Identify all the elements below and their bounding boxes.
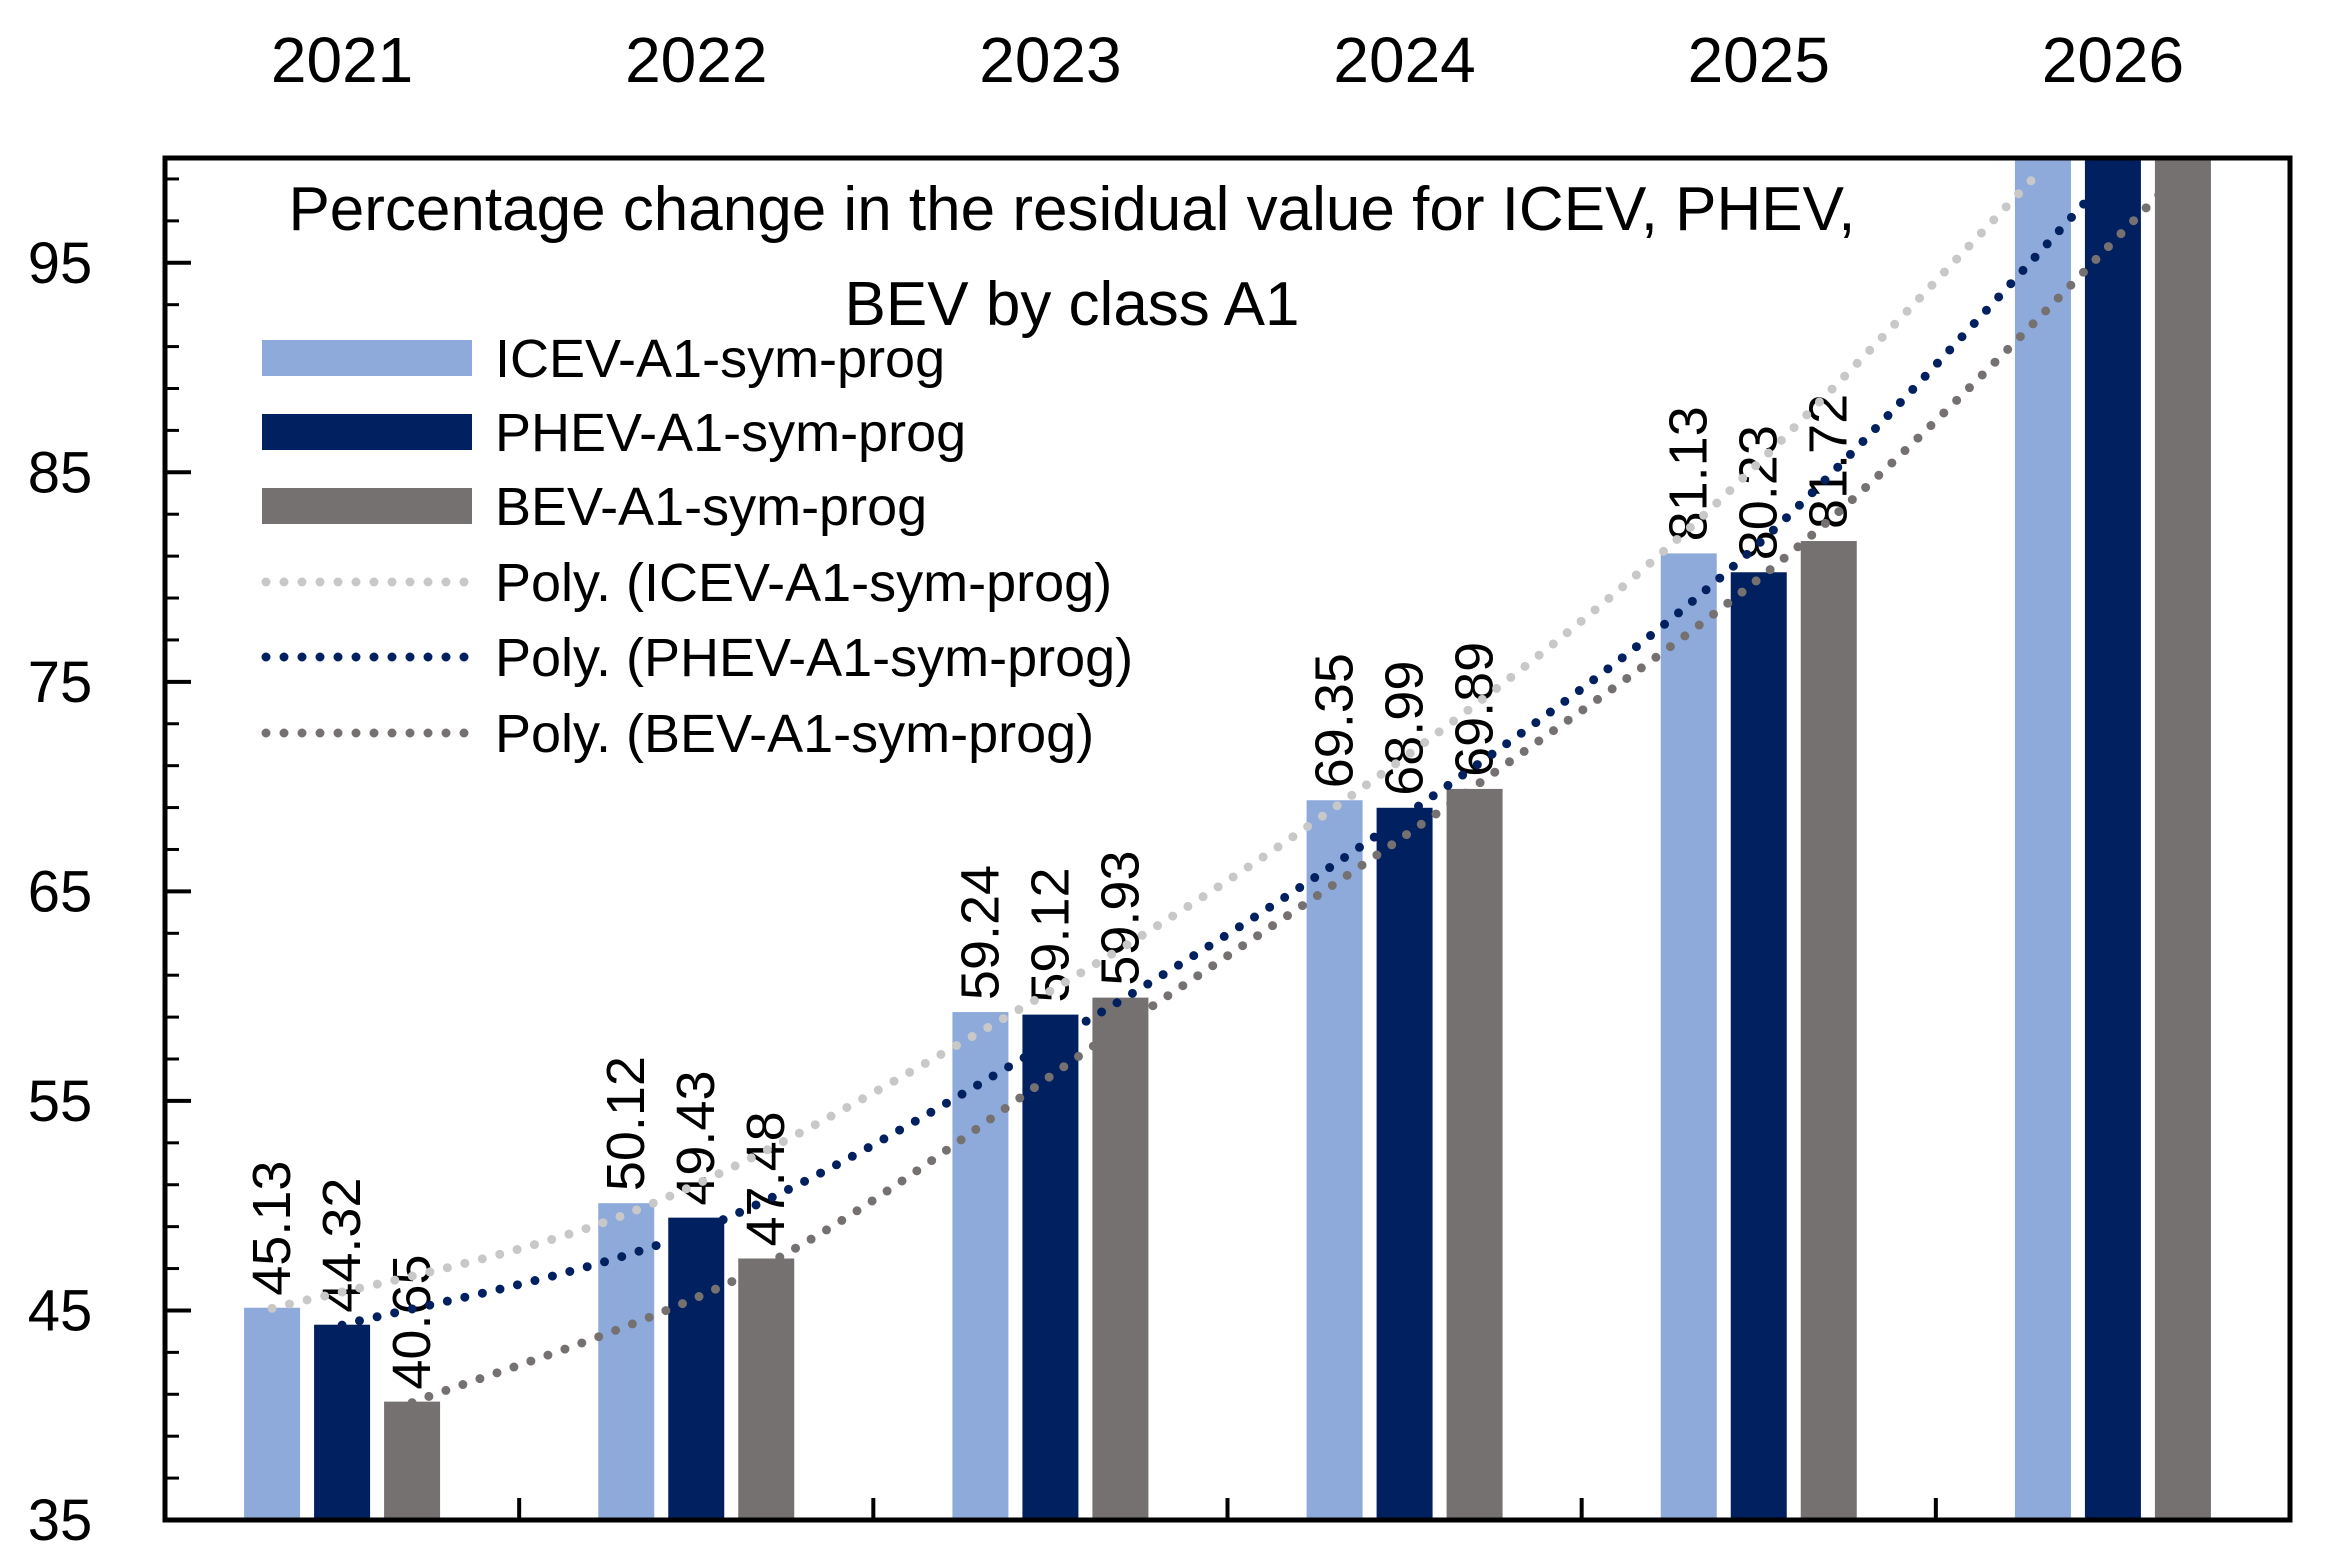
- data-label: 59.12: [1020, 867, 1080, 1002]
- y-tick-label: 75: [28, 650, 93, 715]
- bar-phev-a1-sym-prog: [668, 1217, 725, 1520]
- y-tick-label: 65: [28, 859, 93, 924]
- category-label: 2023: [979, 24, 1121, 96]
- axis-ticks: [165, 177, 1938, 1522]
- category-labels: 2021 2022 2023 2024 2025 2026: [271, 24, 2184, 96]
- data-label: 47.48: [736, 1111, 796, 1246]
- bar-icev-a1-sym-prog: [2014, 158, 2071, 1520]
- chart-title-line-2: BEV by class A1: [845, 270, 1300, 339]
- bar-bev-a1-sym-prog: [1446, 788, 1503, 1520]
- bar-bev-a1-sym-prog: [2154, 158, 2211, 1520]
- data-label: 45.13: [242, 1161, 302, 1296]
- legend-label: Poly. (BEV-A1-sym-prog): [495, 704, 1094, 764]
- bar-icev-a1-sym-prog: [1306, 800, 1363, 1520]
- legend-label: ICEV-A1-sym-prog: [495, 329, 945, 389]
- data-label: 59.24: [950, 865, 1010, 1000]
- y-tick-label: 95: [28, 231, 93, 296]
- bar-bev-a1-sym-prog: [1092, 997, 1149, 1520]
- bar-icev-a1-sym-prog: [598, 1203, 655, 1520]
- legend-swatch: [262, 414, 472, 450]
- chart-title-line-1: Percentage change in the residual value …: [288, 175, 1855, 244]
- bar-phev-a1-sym-prog: [2084, 158, 2141, 1520]
- bars: [244, 158, 2211, 1520]
- legend-swatch: [262, 340, 472, 376]
- data-label: 49.43: [666, 1070, 726, 1205]
- plot-area-frame: [162, 155, 2293, 1523]
- bar-bev-a1-sym-prog: [384, 1401, 441, 1520]
- bar-phev-a1-sym-prog: [1730, 572, 1787, 1520]
- chart-title: Percentage change in the residual value …: [288, 175, 1855, 339]
- bar-icev-a1-sym-prog: [1660, 553, 1717, 1520]
- data-label: 50.12: [596, 1056, 656, 1191]
- legend-label: BEV-A1-sym-prog: [495, 477, 927, 537]
- legend: ICEV-A1-sym-prog PHEV-A1-sym-prog BEV-A1-s…: [261, 329, 1133, 764]
- bar-icev-a1-sym-prog: [244, 1307, 301, 1520]
- trendline-poly-bev-a1-sym-prog-: [407, 166, 2188, 1408]
- legend-label: Poly. (ICEV-A1-sym-prog): [495, 553, 1112, 613]
- data-label: 80.23: [1729, 425, 1789, 560]
- category-label: 2021: [271, 24, 413, 96]
- legend-swatch: [262, 488, 472, 524]
- legend-label: Poly. (PHEV-A1-sym-prog): [495, 628, 1133, 688]
- legend-label: PHEV-A1-sym-prog: [495, 403, 966, 463]
- trendline-poly-icev-a1-sym-prog-: [267, 163, 2048, 1313]
- category-label: 2025: [1688, 24, 1830, 96]
- bar-phev-a1-sym-prog: [1022, 1014, 1079, 1520]
- category-label: 2022: [625, 24, 767, 96]
- category-label: 2026: [2042, 24, 2184, 96]
- trendlines: [267, 163, 2188, 1408]
- bar-bev-a1-sym-prog: [738, 1258, 795, 1520]
- bar-phev-a1-sym-prog: [314, 1324, 371, 1520]
- data-label: 81.13: [1659, 406, 1719, 541]
- y-tick-label: 55: [28, 1069, 93, 1134]
- data-label: 69.35: [1305, 653, 1365, 788]
- bar-bev-a1-sym-prog: [1800, 541, 1857, 1520]
- y-tick-labels: 35 45 55 65 75 85 95: [28, 231, 93, 1553]
- bar-phev-a1-sym-prog: [1376, 807, 1433, 1520]
- y-tick-label: 35: [28, 1488, 93, 1553]
- y-tick-label: 45: [28, 1278, 93, 1343]
- y-tick-label: 85: [28, 440, 93, 505]
- category-label: 2024: [1333, 24, 1475, 96]
